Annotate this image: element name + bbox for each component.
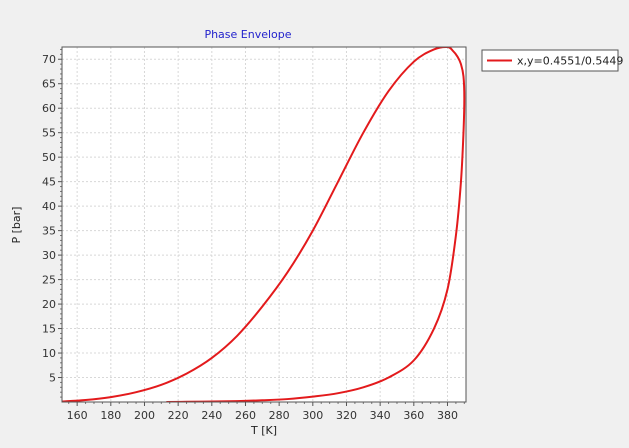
y-tick-label: 30: [42, 249, 56, 262]
y-tick-label: 60: [42, 102, 56, 115]
legend: x,y=0.4551/0.5449: [481, 49, 623, 72]
y-tick-label: 20: [42, 298, 56, 311]
y-tick-label: 50: [42, 151, 56, 164]
grid: [62, 47, 466, 402]
x-tick-label: 200: [134, 409, 155, 422]
x-tick-label: 280: [269, 409, 290, 422]
tick-labels: 160 180 200 220 240 260 280 300 320 340 360 380 5 10 1…: [42, 53, 458, 422]
y-tick-label: 35: [42, 225, 56, 238]
y-tick-label: 65: [42, 78, 56, 91]
x-tick-label: 240: [201, 409, 222, 422]
y-tick-label: 15: [42, 323, 56, 336]
x-tick-label: 160: [67, 409, 88, 422]
y-tick-label: 10: [42, 347, 56, 360]
x-tick-label: 180: [100, 409, 121, 422]
x-tick-label: 220: [168, 409, 189, 422]
x-tick-label: 380: [437, 409, 458, 422]
x-tick-label: 360: [403, 409, 424, 422]
plot-area: [62, 47, 466, 402]
y-tick-label: 5: [49, 372, 56, 385]
y-tick-label: 45: [42, 176, 56, 189]
series-line-phase-envelope: [62, 47, 466, 402]
x-tick-label: 320: [336, 409, 357, 422]
axes: [58, 46, 467, 406]
y-tick-label: 55: [42, 127, 56, 140]
series-layer: [62, 47, 466, 402]
legend-box: [481, 49, 619, 72]
chart-title: Phase Envelope: [204, 28, 291, 41]
legend-entry: x,y=0.4551/0.5449: [517, 55, 623, 68]
y-tick-label: 40: [42, 200, 56, 213]
x-axis-label: T [K]: [250, 424, 277, 437]
y-tick-label: 70: [42, 53, 56, 66]
x-tick-label: 340: [370, 409, 391, 422]
y-tick-label: 25: [42, 274, 56, 287]
plot-border: [61, 46, 467, 403]
x-tick-label: 300: [302, 409, 323, 422]
y-axis-label: P [bar]: [10, 207, 23, 244]
x-tick-label: 260: [235, 409, 256, 422]
